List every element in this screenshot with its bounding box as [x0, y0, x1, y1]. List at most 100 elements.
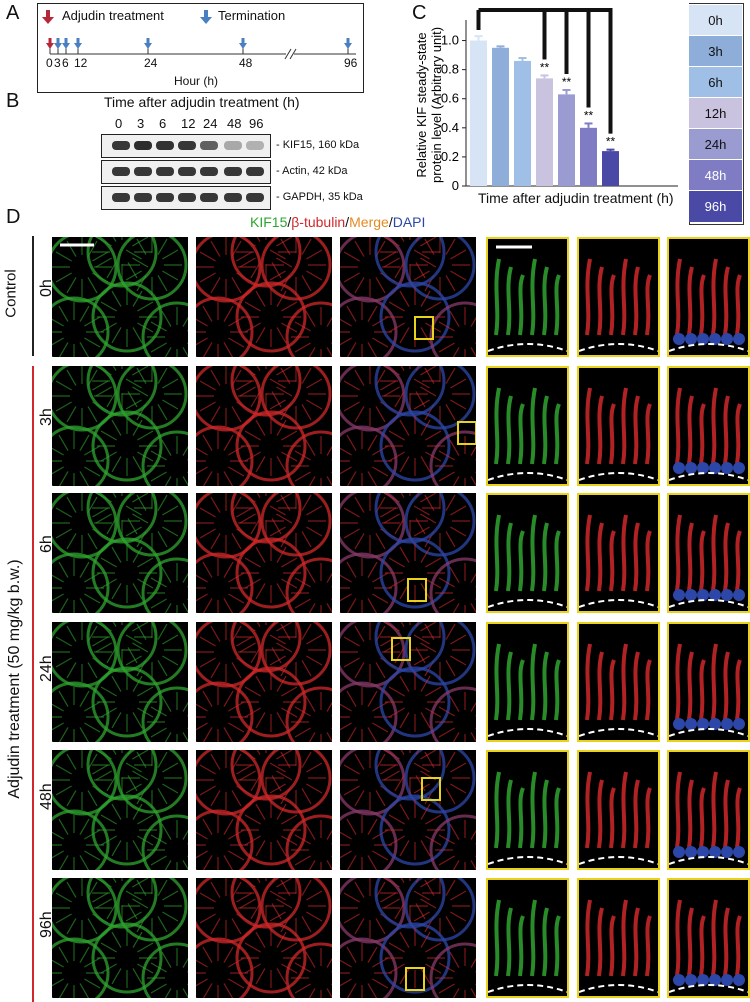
kif15-zoom-image	[486, 878, 569, 998]
blot-band	[112, 167, 130, 176]
basement-membrane-line	[579, 599, 658, 608]
blot-band	[200, 167, 218, 176]
blot-band	[178, 193, 196, 202]
blot-lane-label: 0	[115, 116, 123, 131]
bar	[514, 60, 531, 187]
blot-band	[246, 193, 264, 202]
merge-zoom-image	[667, 622, 750, 742]
legend-item: 12h	[689, 97, 742, 129]
basement-membrane-line	[669, 343, 748, 352]
timeline-tick-label: 6	[62, 56, 69, 70]
tubulin-zoom-image	[577, 878, 660, 998]
timeline-tick-label: 3	[54, 56, 61, 70]
merge-image	[340, 366, 476, 486]
y-tick-label: 0.6	[441, 91, 459, 106]
merge-image	[340, 622, 476, 742]
y-tick-label: 0.8	[441, 62, 459, 77]
zoom-region-box	[414, 316, 434, 340]
blot-lane-label: 12	[181, 116, 196, 131]
blot-band	[246, 141, 264, 150]
significance-label: **	[562, 75, 572, 89]
basement-membrane-line	[488, 599, 567, 608]
header-kif15: KIF15	[250, 214, 288, 230]
termination-arrow-icon	[200, 10, 212, 24]
merge-zoom-image	[667, 366, 750, 486]
basement-membrane-line	[488, 856, 567, 865]
merge-zoom-image	[667, 493, 750, 613]
significance-label: **	[540, 60, 550, 74]
bar	[558, 94, 575, 186]
kif15-image	[52, 622, 188, 742]
blot-band	[178, 167, 196, 176]
blot-lane-label: 96	[249, 116, 264, 131]
basement-membrane-line	[669, 856, 748, 865]
tubulin-image	[196, 237, 332, 357]
basement-membrane-line	[579, 856, 658, 865]
timeline-arrow-icon	[54, 38, 62, 49]
timeline-tick-label: 48	[239, 56, 253, 70]
bar	[602, 151, 619, 186]
blot-band	[156, 167, 174, 176]
basement-membrane-line	[488, 343, 567, 352]
blot-band	[200, 141, 218, 150]
merge-zoom-image	[667, 750, 750, 870]
blot-band	[134, 167, 152, 176]
timeline-axis-label: Hour (h)	[174, 74, 219, 88]
basement-membrane-line	[669, 728, 748, 737]
blot-band	[134, 141, 152, 150]
merge-zoom-image	[667, 237, 750, 357]
tubulin-zoom-image	[577, 622, 660, 742]
blot-band	[246, 167, 264, 176]
legend-item: 48h	[689, 159, 742, 191]
basement-membrane-line	[579, 472, 658, 481]
tubulin-zoom-image	[577, 750, 660, 870]
treatment-arrow-icon	[42, 10, 54, 24]
legend-item: 0h	[689, 4, 742, 36]
merge-zoom-image	[667, 878, 750, 998]
header-dapi: DAPI	[392, 214, 426, 230]
header-sep-1: /	[287, 214, 292, 230]
blot-lane-label: 6	[159, 116, 167, 131]
timeline-arrow-icon	[62, 38, 70, 49]
tubulin-image	[196, 493, 332, 613]
timeline-graphic	[42, 10, 356, 60]
microscopy-header: KIF15/β-tubulin/Merge/DAPI	[250, 214, 425, 230]
zoom-region-box	[457, 421, 476, 445]
merge-image	[340, 493, 476, 613]
chart-xlabel: Time after adjudin treatment (h)	[478, 190, 674, 206]
blot-lane-label: 3	[137, 116, 145, 131]
tubulin-zoom-image	[577, 493, 660, 613]
blot-band	[224, 193, 242, 202]
legend-termination-label: Termination	[218, 8, 286, 23]
y-tick-label: 1.0	[441, 33, 459, 48]
timeline-arrow-icon	[74, 38, 82, 49]
timeline-panel: Adjudin treatment Termination Hour (h) 0…	[37, 3, 364, 93]
kif15-image	[52, 493, 188, 613]
kif15-zoom-image	[486, 237, 569, 357]
blot-strip	[101, 186, 271, 210]
blot-row-label: - Actin, 42 kDa	[276, 165, 348, 177]
basement-membrane-line	[488, 984, 567, 993]
basement-membrane-line	[669, 472, 748, 481]
basement-membrane-line	[669, 599, 748, 608]
kif15-image	[52, 237, 188, 357]
control-label: Control	[2, 269, 20, 318]
legend-item: 3h	[689, 35, 742, 67]
legend-item: 96h	[689, 190, 742, 222]
blot-band	[134, 193, 152, 202]
kif15-zoom-image	[486, 493, 569, 613]
chart-ylabel: Relative KIF steady-stateprotein level (…	[414, 27, 444, 183]
blot-strip	[101, 134, 271, 158]
bar	[492, 47, 509, 187]
bar	[470, 40, 487, 186]
header-sep-3: /	[388, 214, 393, 230]
kif15-zoom-image	[486, 366, 569, 486]
control-bar	[32, 236, 34, 356]
zoom-region-box	[421, 777, 441, 801]
blot-strip	[101, 160, 271, 184]
panel-letter-a: A	[6, 2, 20, 24]
blot-row-label: - GAPDH, 35 kDa	[276, 191, 363, 203]
legend-treatment-label: Adjudin treatment	[62, 8, 164, 23]
merge-image	[340, 878, 476, 998]
header-merge: Merge	[349, 214, 389, 230]
